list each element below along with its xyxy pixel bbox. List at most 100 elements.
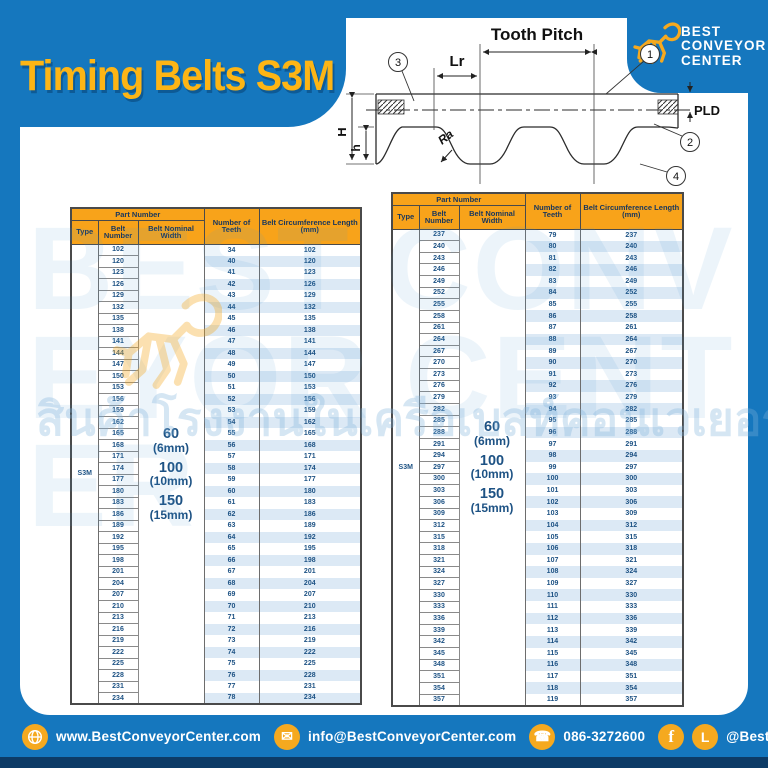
table-row: 357 119 357 — [392, 693, 684, 707]
belt-number-cell: 303 — [418, 484, 460, 497]
table-row: 243 81 243 — [392, 251, 684, 265]
length-cell: 180 — [258, 485, 362, 497]
belt-number-cell: 132 — [97, 301, 139, 314]
teeth-cell: 85 — [524, 298, 581, 311]
length-cell: 153 — [258, 382, 362, 394]
table-row: 306 102 306 — [392, 495, 684, 509]
length-cell: 264 — [579, 333, 684, 346]
table-row: 132 44 132 — [71, 301, 362, 314]
header-band: Timing Belts S3M — [0, 0, 346, 127]
table-row: 279 93 279 — [392, 391, 684, 404]
phone-text: 086-3272600 — [563, 729, 646, 744]
footer-phone[interactable]: ☎ 086-3272600 — [529, 723, 646, 750]
belt-number-cell: 276 — [418, 379, 460, 393]
logo-text: BEST CONVEYOR CENTER — [681, 25, 766, 68]
belt-number-cell: 258 — [418, 309, 460, 323]
belt-number-cell: 294 — [418, 449, 460, 462]
teeth-cell: 100 — [524, 473, 581, 485]
belt-number-cell: 222 — [97, 646, 139, 659]
belt-number-cell: 357 — [418, 693, 460, 707]
table-row: 300 100 300 — [392, 472, 684, 486]
table-row: 342 114 342 — [392, 635, 684, 648]
col-header-width: Belt Nominal Width — [137, 219, 205, 245]
table-row: 162 54 162 — [71, 416, 362, 429]
teeth-cell: 97 — [524, 438, 581, 450]
footer-social[interactable]: f L @BestConveyorCenter — [658, 723, 768, 750]
table-row: 210 70 210 — [71, 600, 362, 613]
teeth-cell: 77 — [203, 681, 260, 693]
col-header-type: Type — [70, 219, 99, 245]
teeth-cell: 64 — [203, 531, 260, 543]
length-cell: 300 — [579, 473, 684, 485]
length-cell: 159 — [258, 405, 362, 417]
table-row: 138 46 138 — [71, 324, 362, 337]
width-value: 60 — [162, 426, 180, 442]
table-row: 183 61 183 — [71, 496, 362, 509]
col-header-part-number: Part Number — [70, 207, 205, 221]
belt-number-cell: 144 — [97, 347, 139, 360]
belt-number-cell: 234 — [97, 692, 139, 705]
col-header-width: Belt Nominal Width — [458, 204, 526, 230]
col-header-belt-number: Belt Number — [418, 204, 460, 230]
teeth-cell: 79 — [524, 229, 581, 241]
belt-number-cell: 147 — [97, 358, 139, 371]
length-cell: 198 — [258, 554, 362, 566]
teeth-cell: 76 — [203, 669, 260, 681]
phone-icon: ☎ — [529, 723, 556, 750]
length-cell: 273 — [579, 368, 684, 381]
table-row: S3M 237 60 (6mm) 100 (10mm) 150 (15mm) 79 237 — [392, 228, 684, 706]
facebook-icon: f — [658, 723, 685, 750]
length-cell: 315 — [579, 531, 684, 543]
teeth-cell: 110 — [524, 589, 581, 601]
callout-3: 3 — [395, 57, 401, 69]
belt-number-cell: 156 — [97, 393, 139, 406]
teeth-cell: 67 — [203, 566, 260, 578]
teeth-cell: 59 — [203, 474, 260, 486]
length-cell: 246 — [579, 263, 684, 276]
teeth-cell: 117 — [524, 670, 581, 683]
length-cell: 243 — [579, 252, 684, 264]
length-cell: 234 — [258, 692, 362, 704]
table-row: 216 72 216 — [71, 623, 362, 636]
belt-number-cell: 228 — [97, 669, 139, 682]
teeth-cell: 47 — [203, 336, 260, 348]
table-row: 333 111 333 — [392, 600, 684, 614]
bottom-accent-strip — [0, 757, 768, 768]
belt-number-cell: 279 — [418, 391, 460, 404]
table-row: 315 105 315 — [392, 530, 684, 544]
belt-number-cell: 174 — [97, 462, 139, 475]
table-row: 129 43 129 — [71, 289, 362, 302]
teeth-cell: 89 — [524, 345, 581, 357]
table-row: 318 106 318 — [392, 542, 684, 555]
teeth-cell: 49 — [203, 359, 260, 371]
table-row: 255 85 255 — [392, 298, 684, 311]
teeth-cell: 112 — [524, 612, 581, 625]
col-header-teeth: Number of Teeth — [524, 192, 581, 230]
belt-number-cell: 291 — [418, 437, 460, 451]
belt-table-right: Part Number Number of Teeth Belt Circumf… — [391, 192, 685, 707]
table-row: 156 52 156 — [71, 393, 362, 406]
table-row: 159 53 159 — [71, 404, 362, 417]
table-row: 351 117 351 — [392, 670, 684, 683]
length-cell: 228 — [258, 669, 362, 681]
length-cell: 207 — [258, 589, 362, 601]
belt-number-cell: 129 — [97, 289, 139, 302]
belt-table-left: Part Number Number of Teeth Belt Circumf… — [70, 207, 363, 705]
teeth-cell: 43 — [203, 290, 260, 302]
length-cell: 339 — [579, 624, 684, 636]
teeth-cell: 113 — [524, 624, 581, 636]
belt-number-cell: 204 — [97, 577, 139, 590]
footer-email[interactable]: ✉ info@BestConveyorCenter.com — [274, 723, 516, 750]
belt-profile-diagram: Tooth Pitch Lr H h Ra PLD 1 3 2 4 — [338, 25, 720, 186]
table-row: 303 101 303 — [392, 484, 684, 497]
teeth-cell: 88 — [524, 333, 581, 346]
length-cell: 120 — [258, 255, 362, 267]
length-cell: 138 — [258, 324, 362, 336]
teeth-cell: 34 — [203, 244, 260, 256]
width-mm: (15mm) — [470, 500, 514, 515]
teeth-cell: 98 — [524, 449, 581, 462]
footer-website[interactable]: www.BestConveyorCenter.com — [22, 723, 261, 750]
belt-number-cell: 192 — [97, 531, 139, 544]
table-row: 150 50 150 — [71, 370, 362, 383]
belt-number-cell: 138 — [97, 324, 139, 337]
